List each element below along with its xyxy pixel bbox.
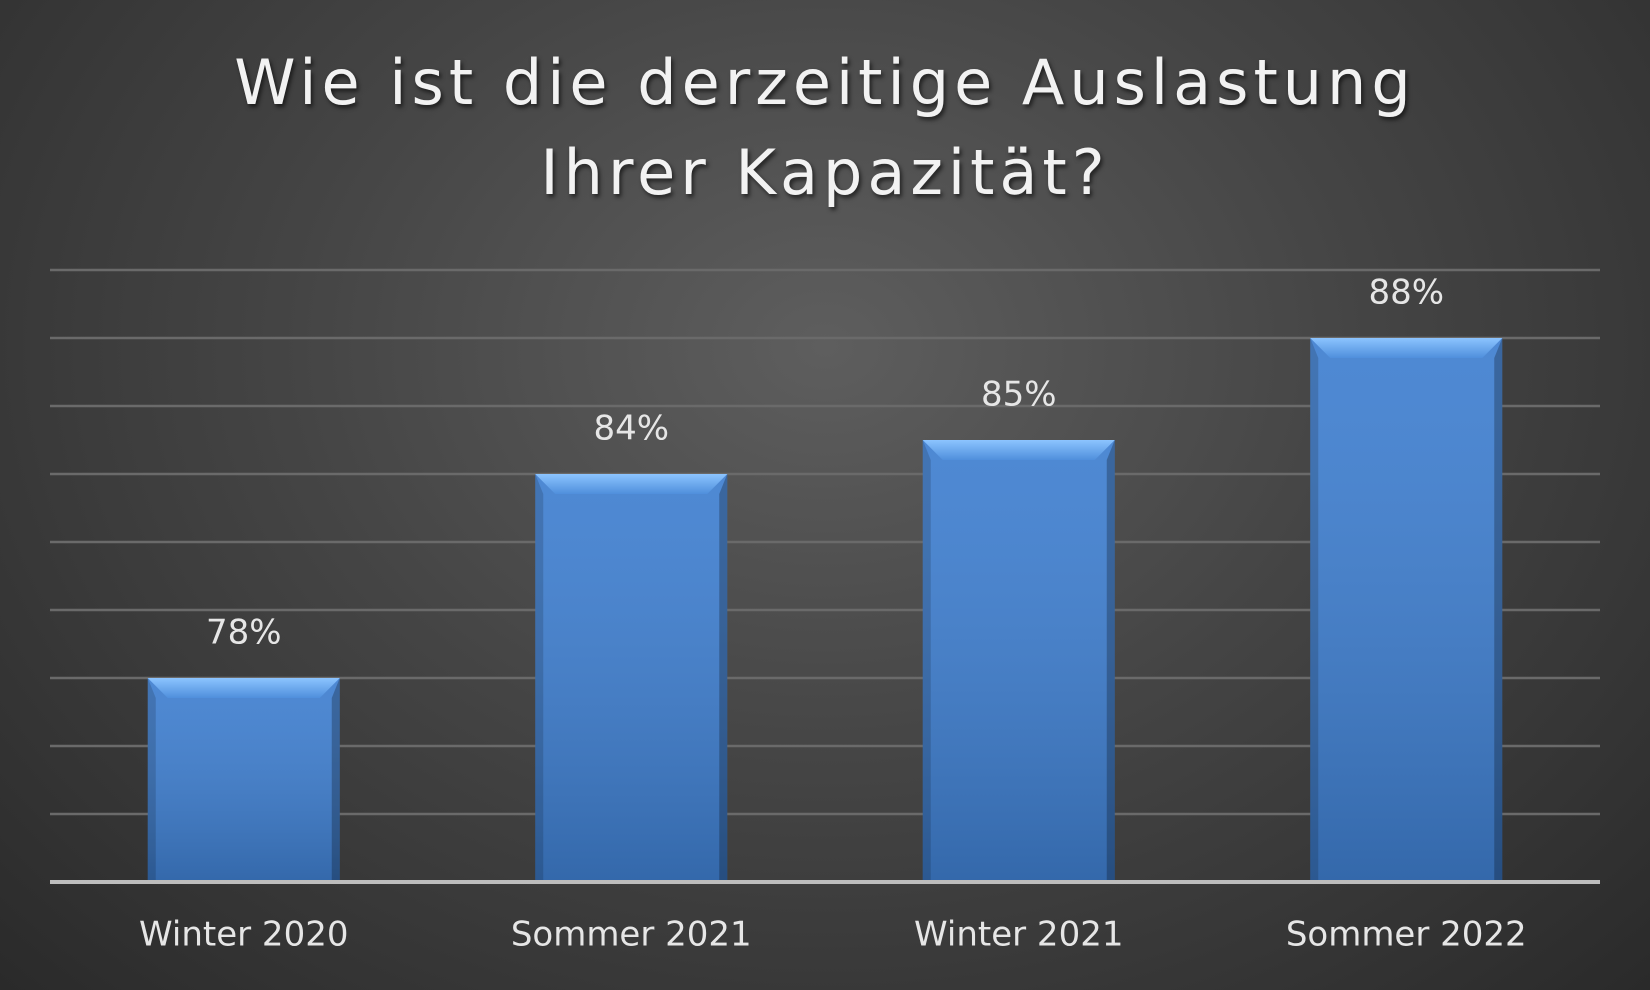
- chart-title: Wie ist die derzeitige Auslastung Ihrer …: [234, 46, 1416, 209]
- bar: [535, 474, 728, 882]
- x-tick-label: Sommer 2022: [1286, 915, 1527, 955]
- x-tick-label: Winter 2021: [914, 915, 1123, 955]
- x-tick-label: Sommer 2021: [511, 915, 752, 955]
- data-label: 85%: [981, 375, 1057, 415]
- data-label: 78%: [206, 613, 282, 653]
- bar: [922, 440, 1115, 882]
- data-label: 84%: [593, 409, 669, 449]
- bar: [1310, 338, 1503, 882]
- data-label: 88%: [1368, 273, 1444, 313]
- x-tick-label: Winter 2020: [139, 915, 348, 955]
- bar: [147, 678, 340, 882]
